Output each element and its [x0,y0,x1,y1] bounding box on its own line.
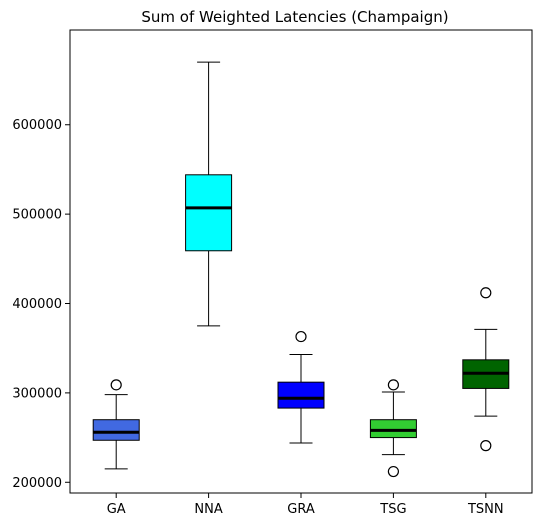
y-tick-label: 300000 [12,386,62,401]
x-tick-label: NNA [194,502,222,517]
y-tick-label: 600000 [12,118,62,133]
x-tick-label: GA [107,502,126,517]
chart-title: Sum of Weighted Latencies (Champaign) [141,8,448,26]
y-tick-label: 500000 [12,208,62,223]
box-iqr [369,419,417,439]
outlier-point [387,465,399,478]
outlier-point [480,440,492,452]
outlier-point [480,287,492,299]
x-axis: GA NNA GRA TSG TSNN [107,493,504,517]
box-group-ga [92,379,140,470]
x-tick-label: GRA [287,502,315,517]
y-tick-label: 400000 [12,297,62,312]
box-iqr [185,174,233,252]
box-iqr [92,419,140,441]
box-group-nna [185,61,233,327]
x-tick-label: TSG [379,502,406,517]
box-group-tsnn [462,287,510,452]
box-iqr [277,381,325,409]
outlier-point [387,379,399,391]
outlier-point [110,379,122,391]
plot-area [69,29,533,494]
box-group-gra [277,330,325,444]
outlier-point [295,330,307,343]
y-tick-label: 200000 [12,476,62,491]
x-tick-label: TSNN [467,502,504,517]
y-axis: 200000 300000 400000 500000 600000 [12,118,70,491]
box-group-tsg [369,379,417,478]
